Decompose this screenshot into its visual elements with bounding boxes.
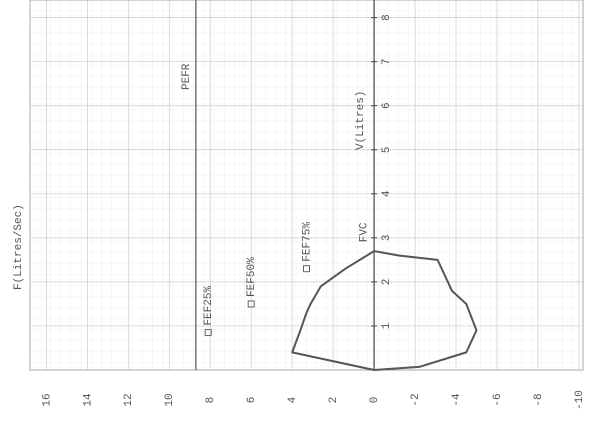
- y-tick-label: 8: [205, 397, 217, 404]
- annotation-label: FEF75%: [301, 222, 313, 262]
- y-tick-label: -10: [574, 390, 586, 410]
- annotation-marker: [247, 300, 255, 308]
- reference-label: PEFR: [181, 63, 193, 90]
- y-tick-label: -8: [533, 393, 545, 406]
- y-tick-label: -4: [451, 393, 463, 407]
- annotation-marker: [204, 329, 212, 337]
- x-tick-label: 2: [381, 279, 393, 286]
- x-tick-label: 7: [381, 58, 393, 65]
- x-tick-label: 5: [381, 146, 393, 153]
- x-tick-label: 3: [381, 235, 393, 242]
- x-tick-label: 6: [381, 102, 393, 109]
- y-axis-label: F(Litres/Sec): [13, 204, 25, 290]
- y-tick-label: 4: [287, 396, 299, 403]
- annotation-label: FEF25%: [203, 286, 215, 326]
- y-tick-label: 14: [82, 393, 94, 407]
- x-tick-label: 4: [381, 190, 393, 197]
- y-tick-label: 0: [369, 397, 381, 404]
- x-tick-label: 8: [381, 14, 393, 21]
- annotation-label: FEF50%: [246, 257, 258, 297]
- y-tick-label: 12: [123, 393, 135, 406]
- y-tick-label: 2: [328, 397, 340, 404]
- flow-volume-curve: [291, 250, 478, 371]
- y-tick-label: 16: [41, 393, 53, 406]
- y-tick-label: -2: [410, 393, 422, 406]
- y-tick-label: 6: [246, 397, 258, 404]
- y-tick-label: -6: [492, 393, 504, 406]
- annotation-label: FVC: [359, 222, 371, 242]
- y-tick-label: 10: [164, 393, 176, 406]
- annotation-marker: [303, 265, 310, 273]
- x-axis-label: V(Litres): [355, 91, 367, 150]
- x-tick-label: 1: [381, 322, 393, 329]
